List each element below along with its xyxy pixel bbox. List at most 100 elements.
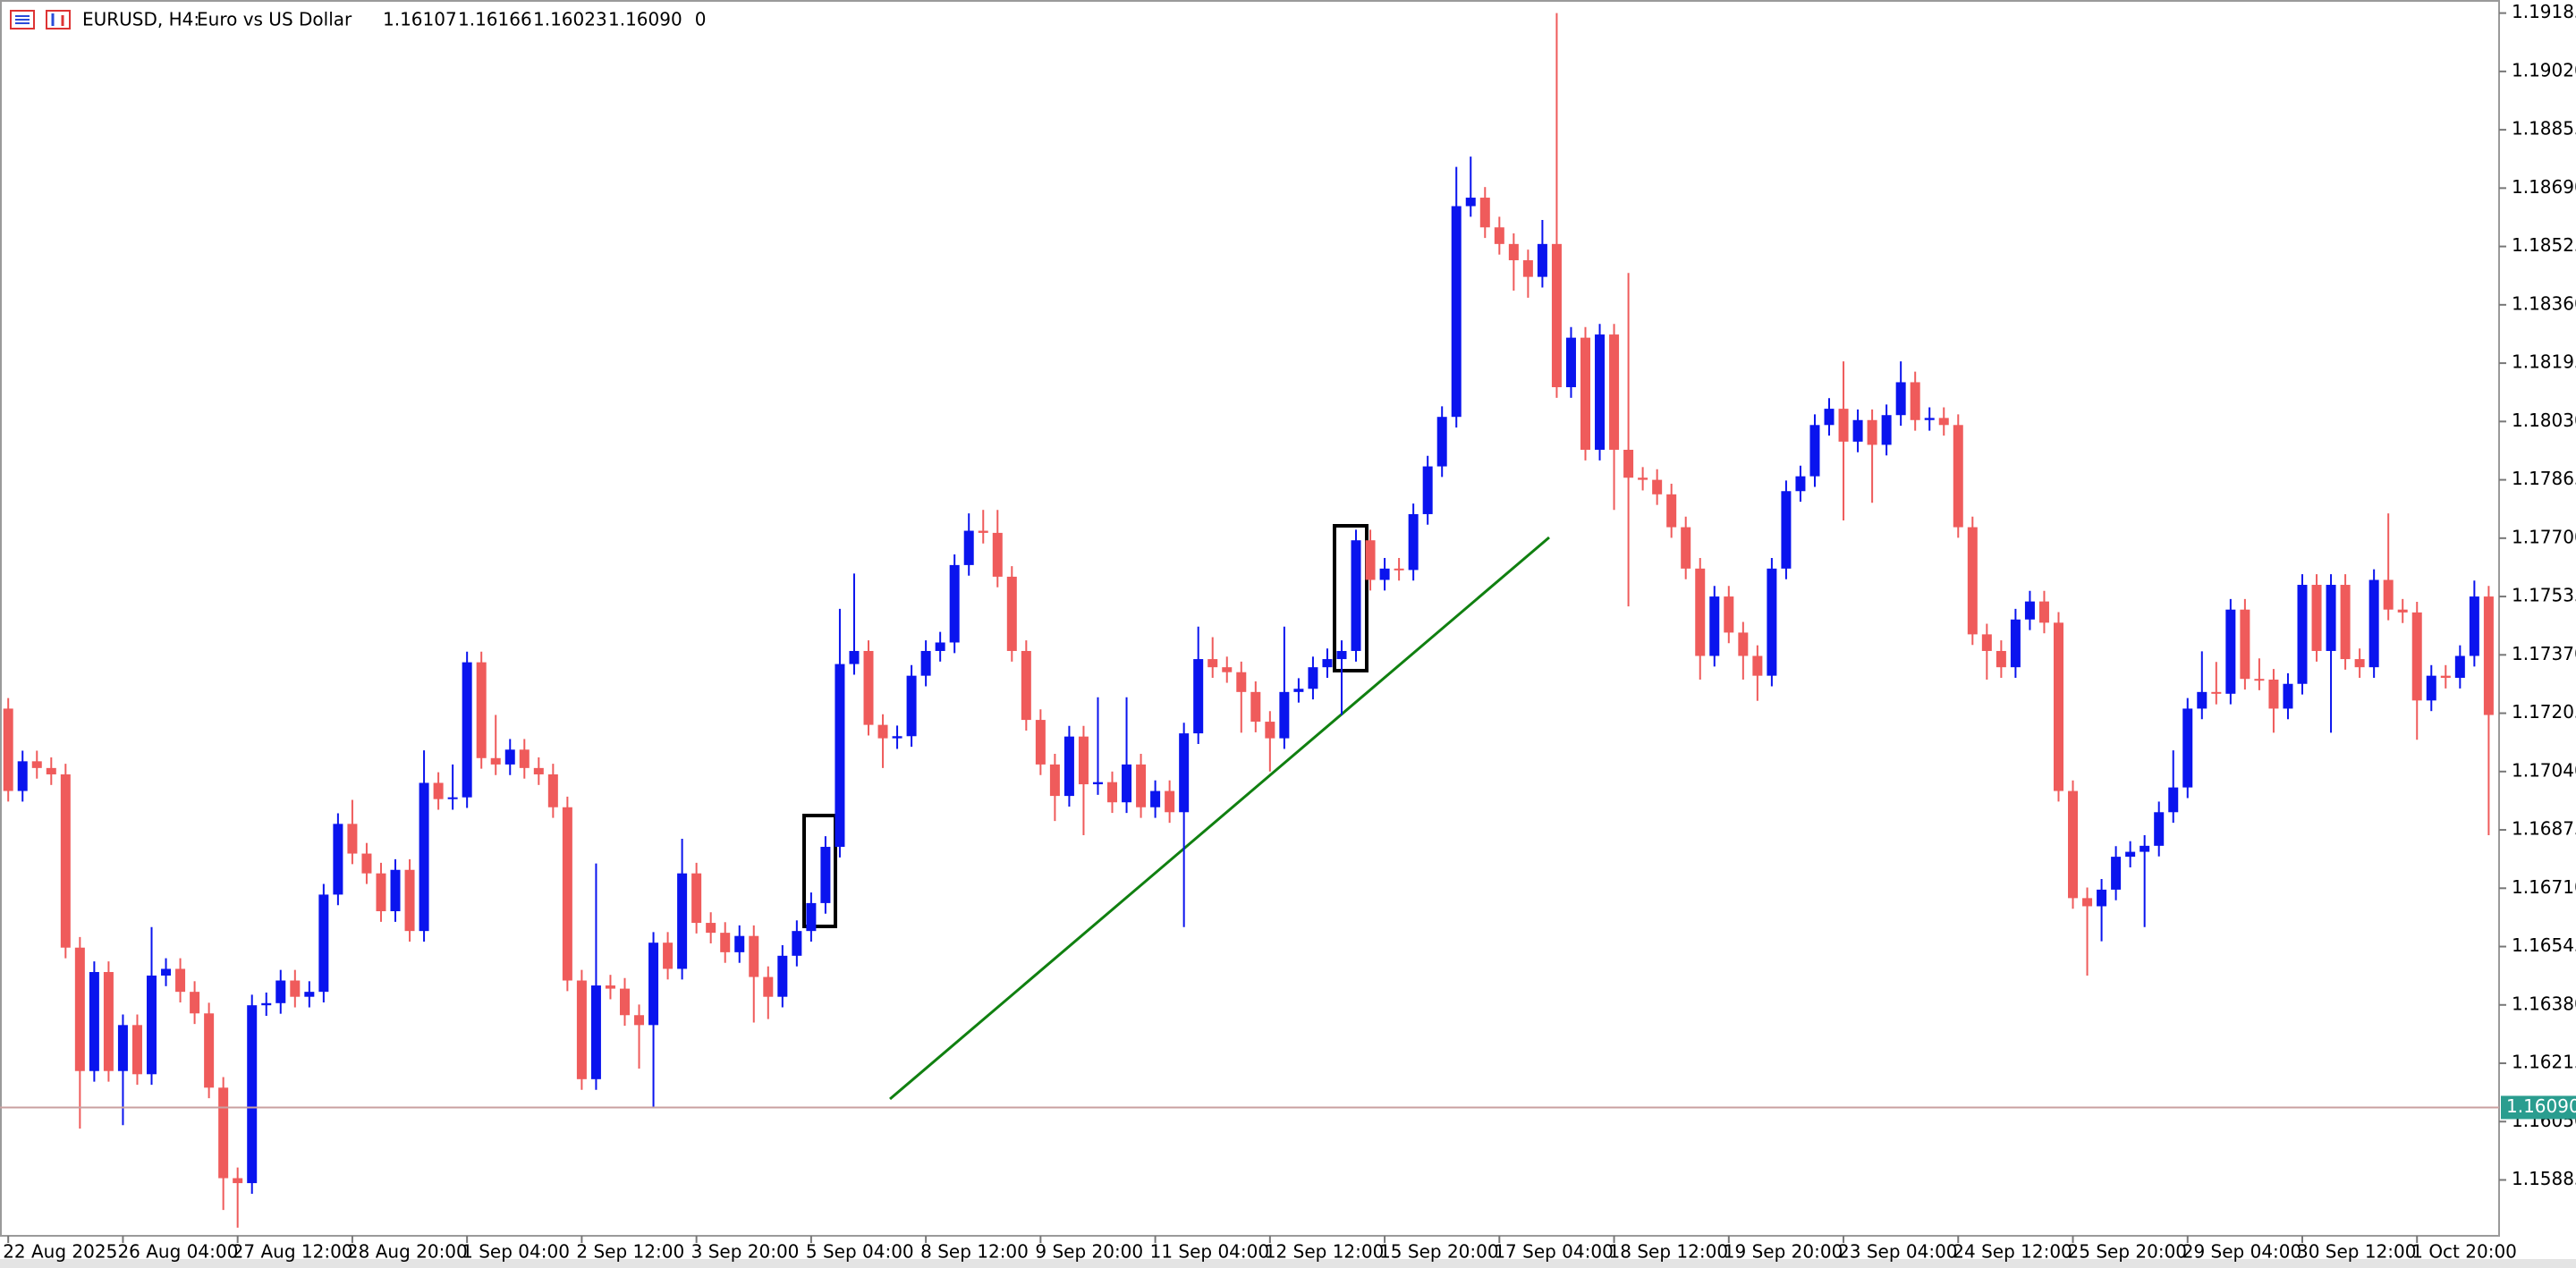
candle-body (562, 807, 572, 981)
candle-body (2154, 812, 2165, 846)
header-high: 1.16166 (458, 9, 532, 30)
candle-body (2340, 585, 2351, 660)
candle-body (347, 824, 358, 854)
y-tick-label: 1.17205 (2512, 701, 2576, 723)
candle-body (1551, 243, 1562, 387)
x-tick-label: 19 Sep 20:00 (1724, 1241, 1843, 1263)
candle-body (576, 980, 587, 1079)
candle-body (863, 650, 874, 725)
candle-body (2182, 708, 2193, 788)
candle-body (419, 782, 429, 932)
candle-body (275, 980, 286, 1003)
x-tick-label: 11 Sep 04:00 (1150, 1241, 1270, 1263)
candle-body (1049, 764, 1060, 797)
candle-body (1522, 260, 1533, 277)
candle-body (1021, 650, 1031, 721)
candle-body (31, 761, 42, 768)
candle-body (663, 943, 674, 969)
icon-chart[interactable] (46, 10, 71, 30)
candle-body (1208, 659, 1218, 668)
candle-body (1293, 689, 1304, 692)
candle-body (2268, 680, 2279, 709)
x-tick-label: 24 Sep 12:00 (1953, 1241, 2072, 1263)
y-tick-label: 1.16215 (2512, 1052, 2576, 1073)
candle-body (634, 1015, 645, 1026)
candle-body (1724, 596, 1734, 633)
candle-body (2024, 601, 2035, 620)
candle-body (749, 935, 759, 977)
candle-body (792, 931, 802, 956)
candle-body (820, 847, 831, 903)
candle-body (1035, 720, 1046, 765)
candle-body (605, 985, 615, 989)
candle-body (1809, 425, 1820, 477)
candle-body (1322, 659, 1333, 668)
x-tick-label: 1 Oct 20:00 (2411, 1241, 2517, 1263)
candle-body (1078, 736, 1089, 785)
candle-body (462, 662, 472, 798)
candle-body (519, 749, 530, 768)
y-tick-label: 1.18690 (2512, 176, 2576, 198)
highlight-box[interactable] (802, 814, 837, 928)
y-tick-label: 1.17700 (2512, 526, 2576, 547)
candle-body (2326, 585, 2336, 651)
candle-body (218, 1087, 229, 1179)
candle-body (390, 869, 401, 912)
candle-body (404, 869, 415, 932)
candle-body (677, 873, 688, 969)
candle-body (1996, 650, 2006, 668)
candle-body (2397, 609, 2408, 613)
plot-frame (0, 0, 2500, 1237)
candle-body (2368, 579, 2379, 668)
candle-body (46, 767, 56, 774)
candle-body (734, 935, 745, 952)
candle-body (835, 664, 845, 848)
candle-body (333, 824, 343, 895)
candle-body (1436, 417, 1447, 467)
candle-body (1279, 691, 1290, 739)
x-tick-label: 5 Sep 04:00 (806, 1241, 914, 1263)
candle-body (103, 972, 114, 1071)
x-tick-label: 12 Sep 12:00 (1265, 1241, 1385, 1263)
x-tick-label: 1 Sep 04:00 (462, 1241, 570, 1263)
x-tick-label: 23 Sep 04:00 (1838, 1241, 1958, 1263)
candle-body (2010, 619, 2021, 668)
candle-body (1781, 491, 1792, 569)
toolbar-icons[interactable] (10, 10, 71, 30)
candle-body (1092, 782, 1103, 785)
candle-body (1379, 568, 1390, 580)
candle-body (2297, 585, 2308, 684)
candle-body (2125, 851, 2136, 858)
candle-body (1422, 466, 1433, 514)
candle-body (2038, 601, 2049, 623)
highlight-box[interactable] (1333, 524, 1368, 672)
trend-line[interactable] (889, 536, 1550, 1101)
candle-body (490, 757, 501, 765)
header-volume: 0 (695, 9, 707, 30)
candle-body (1967, 527, 1978, 635)
candle-body (1006, 576, 1017, 651)
candle-body (1063, 736, 1074, 797)
candle-body (2111, 857, 2122, 890)
candle-body (691, 873, 702, 924)
header-description: Euro vs US Dollar (197, 9, 352, 30)
candle-body (806, 902, 817, 932)
candle-body (2311, 585, 2322, 651)
candle-body (1308, 667, 1318, 689)
candle-body (304, 992, 315, 997)
candle-body (476, 662, 487, 758)
candle-body (433, 782, 444, 799)
y-tick-label: 1.15885 (2512, 1168, 2576, 1189)
candle-body (706, 923, 716, 934)
candle-body (1738, 632, 1749, 656)
candle-body (2383, 579, 2394, 610)
candle-body (1250, 691, 1261, 723)
candle-body (504, 749, 515, 765)
header-open: 1.16107 (383, 9, 457, 30)
candle-body (935, 642, 945, 651)
x-tick-label: 17 Sep 04:00 (1494, 1241, 1614, 1263)
y-tick-label: 1.17535 (2512, 585, 2576, 606)
candle-body (376, 873, 386, 912)
